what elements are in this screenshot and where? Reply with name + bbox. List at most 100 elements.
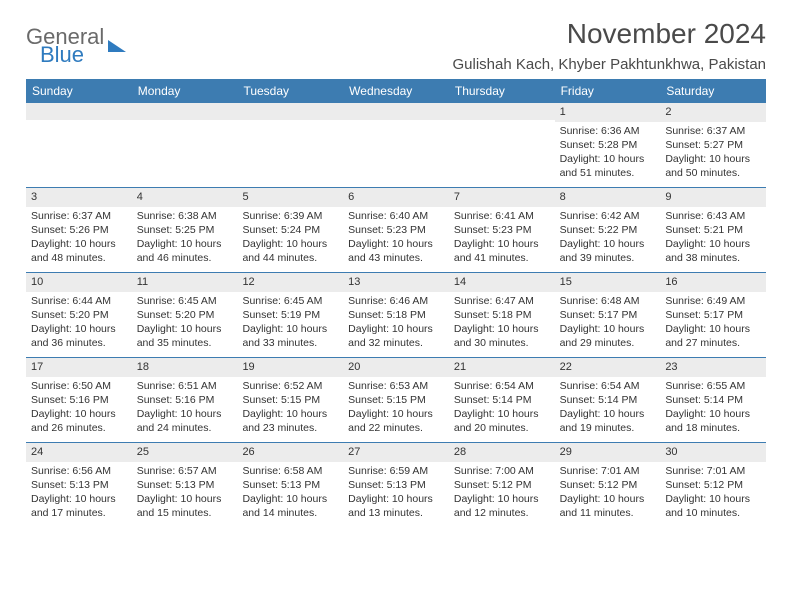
day-info-line: Sunset: 5:23 PM	[454, 223, 550, 237]
day-number: 21	[449, 358, 555, 377]
day-info-line: Daylight: 10 hours and 41 minutes.	[454, 237, 550, 265]
day-number: 28	[449, 443, 555, 462]
day-number: 4	[132, 188, 238, 207]
page-title: November 2024	[452, 18, 766, 50]
day-info-line: Sunrise: 6:44 AM	[31, 294, 127, 308]
weekday-header: Sunday	[26, 80, 132, 102]
day-number	[26, 103, 132, 120]
day-body: Sunrise: 6:56 AMSunset: 5:13 PMDaylight:…	[26, 462, 132, 526]
day-info-line: Sunrise: 6:55 AM	[665, 379, 761, 393]
day-info-line: Sunset: 5:17 PM	[560, 308, 656, 322]
day-info-line: Daylight: 10 hours and 22 minutes.	[348, 407, 444, 435]
day-cell: 12Sunrise: 6:45 AMSunset: 5:19 PMDayligh…	[237, 273, 343, 357]
day-body: Sunrise: 6:55 AMSunset: 5:14 PMDaylight:…	[660, 377, 766, 441]
day-body: Sunrise: 6:47 AMSunset: 5:18 PMDaylight:…	[449, 292, 555, 356]
day-info-line: Sunrise: 7:01 AM	[560, 464, 656, 478]
day-info-line: Sunset: 5:20 PM	[31, 308, 127, 322]
day-cell: 18Sunrise: 6:51 AMSunset: 5:16 PMDayligh…	[132, 358, 238, 442]
day-body: Sunrise: 6:54 AMSunset: 5:14 PMDaylight:…	[555, 377, 661, 441]
day-number	[132, 103, 238, 120]
day-cell	[343, 103, 449, 187]
day-body: Sunrise: 6:52 AMSunset: 5:15 PMDaylight:…	[237, 377, 343, 441]
day-cell: 6Sunrise: 6:40 AMSunset: 5:23 PMDaylight…	[343, 188, 449, 272]
day-cell	[26, 103, 132, 187]
day-info-line: Sunrise: 6:51 AM	[137, 379, 233, 393]
day-body: Sunrise: 6:59 AMSunset: 5:13 PMDaylight:…	[343, 462, 449, 526]
day-info-line: Sunset: 5:13 PM	[137, 478, 233, 492]
day-info-line: Daylight: 10 hours and 35 minutes.	[137, 322, 233, 350]
day-info-line: Sunset: 5:20 PM	[137, 308, 233, 322]
day-number: 19	[237, 358, 343, 377]
week-row: 24Sunrise: 6:56 AMSunset: 5:13 PMDayligh…	[26, 442, 766, 527]
day-body: Sunrise: 6:42 AMSunset: 5:22 PMDaylight:…	[555, 207, 661, 271]
location-text: Gulishah Kach, Khyber Pakhtunkhwa, Pakis…	[452, 56, 766, 73]
day-info-line: Sunrise: 6:47 AM	[454, 294, 550, 308]
day-info-line: Sunrise: 6:54 AM	[560, 379, 656, 393]
day-info-line: Daylight: 10 hours and 51 minutes.	[560, 152, 656, 180]
day-number: 7	[449, 188, 555, 207]
day-body: Sunrise: 6:43 AMSunset: 5:21 PMDaylight:…	[660, 207, 766, 271]
day-info-line: Daylight: 10 hours and 10 minutes.	[665, 492, 761, 520]
day-body: Sunrise: 6:39 AMSunset: 5:24 PMDaylight:…	[237, 207, 343, 271]
day-number: 3	[26, 188, 132, 207]
day-number: 27	[343, 443, 449, 462]
day-info-line: Daylight: 10 hours and 30 minutes.	[454, 322, 550, 350]
day-cell: 27Sunrise: 6:59 AMSunset: 5:13 PMDayligh…	[343, 443, 449, 527]
day-body: Sunrise: 6:37 AMSunset: 5:26 PMDaylight:…	[26, 207, 132, 271]
day-info-line: Sunset: 5:14 PM	[454, 393, 550, 407]
weekday-header-row: Sunday Monday Tuesday Wednesday Thursday…	[26, 80, 766, 102]
day-body: Sunrise: 6:49 AMSunset: 5:17 PMDaylight:…	[660, 292, 766, 356]
day-number: 25	[132, 443, 238, 462]
day-info-line: Sunrise: 6:45 AM	[137, 294, 233, 308]
day-cell: 24Sunrise: 6:56 AMSunset: 5:13 PMDayligh…	[26, 443, 132, 527]
day-info-line: Daylight: 10 hours and 15 minutes.	[137, 492, 233, 520]
day-info-line: Sunset: 5:13 PM	[348, 478, 444, 492]
day-cell: 3Sunrise: 6:37 AMSunset: 5:26 PMDaylight…	[26, 188, 132, 272]
day-info-line: Daylight: 10 hours and 33 minutes.	[242, 322, 338, 350]
day-info-line: Sunset: 5:18 PM	[348, 308, 444, 322]
day-info-line: Sunset: 5:18 PM	[454, 308, 550, 322]
day-number: 24	[26, 443, 132, 462]
day-cell: 4Sunrise: 6:38 AMSunset: 5:25 PMDaylight…	[132, 188, 238, 272]
day-info-line: Sunrise: 6:57 AM	[137, 464, 233, 478]
day-info-line: Daylight: 10 hours and 48 minutes.	[31, 237, 127, 265]
day-body: Sunrise: 6:45 AMSunset: 5:20 PMDaylight:…	[132, 292, 238, 356]
day-info-line: Daylight: 10 hours and 18 minutes.	[665, 407, 761, 435]
day-body: Sunrise: 6:45 AMSunset: 5:19 PMDaylight:…	[237, 292, 343, 356]
day-info-line: Sunrise: 6:50 AM	[31, 379, 127, 393]
day-info-line: Sunrise: 6:56 AM	[31, 464, 127, 478]
day-cell: 1Sunrise: 6:36 AMSunset: 5:28 PMDaylight…	[555, 103, 661, 187]
day-body: Sunrise: 7:00 AMSunset: 5:12 PMDaylight:…	[449, 462, 555, 526]
day-info-line: Sunrise: 7:01 AM	[665, 464, 761, 478]
weekday-header: Thursday	[449, 80, 555, 102]
weekday-header: Friday	[555, 80, 661, 102]
day-number: 8	[555, 188, 661, 207]
day-info-line: Sunset: 5:16 PM	[31, 393, 127, 407]
day-info-line: Daylight: 10 hours and 12 minutes.	[454, 492, 550, 520]
day-info-line: Sunset: 5:23 PM	[348, 223, 444, 237]
day-info-line: Sunset: 5:27 PM	[665, 138, 761, 152]
day-info-line: Sunrise: 6:41 AM	[454, 209, 550, 223]
day-body: Sunrise: 6:53 AMSunset: 5:15 PMDaylight:…	[343, 377, 449, 441]
day-info-line: Sunrise: 6:37 AM	[31, 209, 127, 223]
day-info-line: Sunrise: 6:49 AM	[665, 294, 761, 308]
day-info-line: Sunset: 5:19 PM	[242, 308, 338, 322]
day-info-line: Sunset: 5:12 PM	[665, 478, 761, 492]
day-number: 23	[660, 358, 766, 377]
day-number: 5	[237, 188, 343, 207]
day-number	[343, 103, 449, 120]
weekday-header: Wednesday	[343, 80, 449, 102]
day-body: Sunrise: 6:40 AMSunset: 5:23 PMDaylight:…	[343, 207, 449, 271]
day-info-line: Sunrise: 6:40 AM	[348, 209, 444, 223]
day-info-line: Sunset: 5:13 PM	[242, 478, 338, 492]
day-cell: 11Sunrise: 6:45 AMSunset: 5:20 PMDayligh…	[132, 273, 238, 357]
day-body: Sunrise: 6:36 AMSunset: 5:28 PMDaylight:…	[555, 122, 661, 186]
weeks-container: 1Sunrise: 6:36 AMSunset: 5:28 PMDaylight…	[26, 102, 766, 527]
day-number: 29	[555, 443, 661, 462]
day-number: 2	[660, 103, 766, 122]
day-info-line: Daylight: 10 hours and 26 minutes.	[31, 407, 127, 435]
weekday-header: Saturday	[660, 80, 766, 102]
day-info-line: Sunset: 5:28 PM	[560, 138, 656, 152]
day-info-line: Daylight: 10 hours and 20 minutes.	[454, 407, 550, 435]
day-body: Sunrise: 6:46 AMSunset: 5:18 PMDaylight:…	[343, 292, 449, 356]
